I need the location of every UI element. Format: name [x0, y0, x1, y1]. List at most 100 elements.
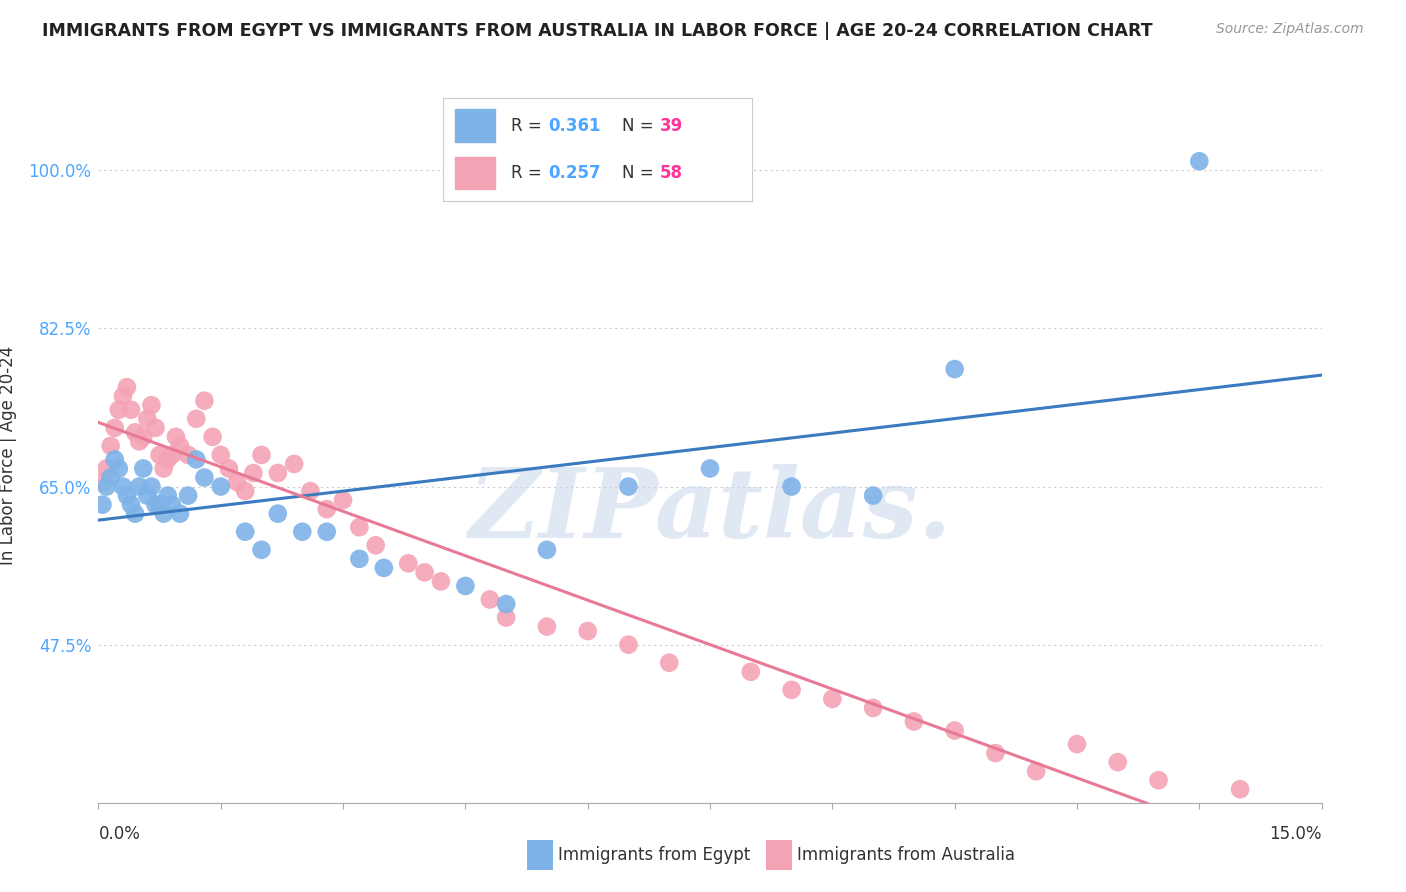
- Point: [111, 479, 134, 493]
- Point: [104, 452, 127, 467]
- Point: [160, 448, 183, 462]
- Point: [209, 479, 232, 493]
- Point: [658, 656, 681, 670]
- Point: [250, 448, 273, 462]
- Point: [315, 524, 337, 539]
- Point: [209, 448, 232, 462]
- Text: 0.257: 0.257: [548, 164, 600, 182]
- Point: [145, 421, 167, 435]
- Text: 15.0%: 15.0%: [1270, 825, 1322, 843]
- Point: [120, 498, 142, 512]
- Point: [862, 701, 884, 715]
- Y-axis label: In Labor Force | Age 20-24: In Labor Force | Age 20-24: [0, 345, 17, 565]
- Point: [943, 362, 966, 376]
- Point: [136, 489, 159, 503]
- Point: [780, 479, 803, 493]
- Point: [943, 723, 966, 738]
- Point: [156, 452, 179, 467]
- Point: [536, 542, 558, 557]
- Point: [115, 489, 138, 503]
- Point: [141, 479, 163, 493]
- Point: [132, 461, 155, 475]
- Point: [315, 502, 337, 516]
- Point: [136, 411, 159, 425]
- Point: [169, 439, 191, 453]
- Point: [1025, 764, 1047, 779]
- Point: [373, 561, 395, 575]
- Point: [104, 421, 127, 435]
- Text: 39: 39: [659, 117, 683, 135]
- Point: [396, 557, 419, 571]
- Point: [862, 489, 884, 503]
- Point: [267, 507, 290, 521]
- Point: [430, 574, 453, 589]
- Point: [91, 498, 114, 512]
- Point: [120, 402, 142, 417]
- Point: [233, 524, 256, 539]
- Point: [283, 457, 305, 471]
- Point: [1107, 755, 1129, 769]
- Point: [478, 592, 501, 607]
- Point: [780, 682, 803, 697]
- Point: [96, 461, 118, 475]
- Point: [454, 579, 477, 593]
- Point: [186, 411, 208, 425]
- Point: [349, 551, 371, 566]
- Point: [1147, 773, 1170, 788]
- Point: [617, 479, 640, 493]
- Point: [1066, 737, 1088, 751]
- Point: [156, 489, 179, 503]
- Point: [413, 566, 436, 580]
- Point: [903, 714, 925, 729]
- Point: [100, 470, 122, 484]
- Point: [495, 597, 517, 611]
- Point: [149, 448, 172, 462]
- Text: 0.361: 0.361: [548, 117, 600, 135]
- Point: [218, 461, 240, 475]
- Point: [349, 520, 371, 534]
- Point: [145, 498, 167, 512]
- Point: [111, 389, 134, 403]
- Point: [165, 430, 187, 444]
- Text: 0.0%: 0.0%: [98, 825, 141, 843]
- Point: [226, 475, 249, 489]
- Point: [740, 665, 762, 679]
- Point: [1188, 154, 1211, 169]
- Point: [177, 489, 200, 503]
- Point: [617, 638, 640, 652]
- Point: [96, 479, 118, 493]
- Point: [233, 484, 256, 499]
- Point: [495, 610, 517, 624]
- Point: [160, 498, 183, 512]
- Text: Immigrants from Australia: Immigrants from Australia: [797, 847, 1015, 864]
- Point: [364, 538, 387, 552]
- Point: [152, 461, 174, 475]
- Text: R =: R =: [510, 164, 547, 182]
- Point: [332, 493, 354, 508]
- Point: [250, 542, 273, 557]
- Point: [100, 439, 122, 453]
- Point: [984, 746, 1007, 760]
- Point: [108, 461, 131, 475]
- Point: [124, 425, 146, 440]
- Point: [128, 434, 150, 449]
- Point: [149, 498, 172, 512]
- Text: Source: ZipAtlas.com: Source: ZipAtlas.com: [1216, 22, 1364, 37]
- Point: [169, 507, 191, 521]
- Point: [124, 507, 146, 521]
- Point: [299, 484, 322, 499]
- Text: N =: N =: [623, 164, 659, 182]
- Point: [201, 430, 224, 444]
- Point: [1229, 782, 1251, 797]
- Point: [115, 380, 138, 394]
- Point: [177, 448, 200, 462]
- Point: [108, 402, 131, 417]
- Point: [576, 624, 599, 639]
- Text: ZIPatlas.: ZIPatlas.: [468, 464, 952, 558]
- Bar: [456, 157, 495, 189]
- Point: [267, 466, 290, 480]
- Text: R =: R =: [510, 117, 547, 135]
- Point: [193, 393, 215, 408]
- Point: [291, 524, 314, 539]
- Point: [186, 452, 208, 467]
